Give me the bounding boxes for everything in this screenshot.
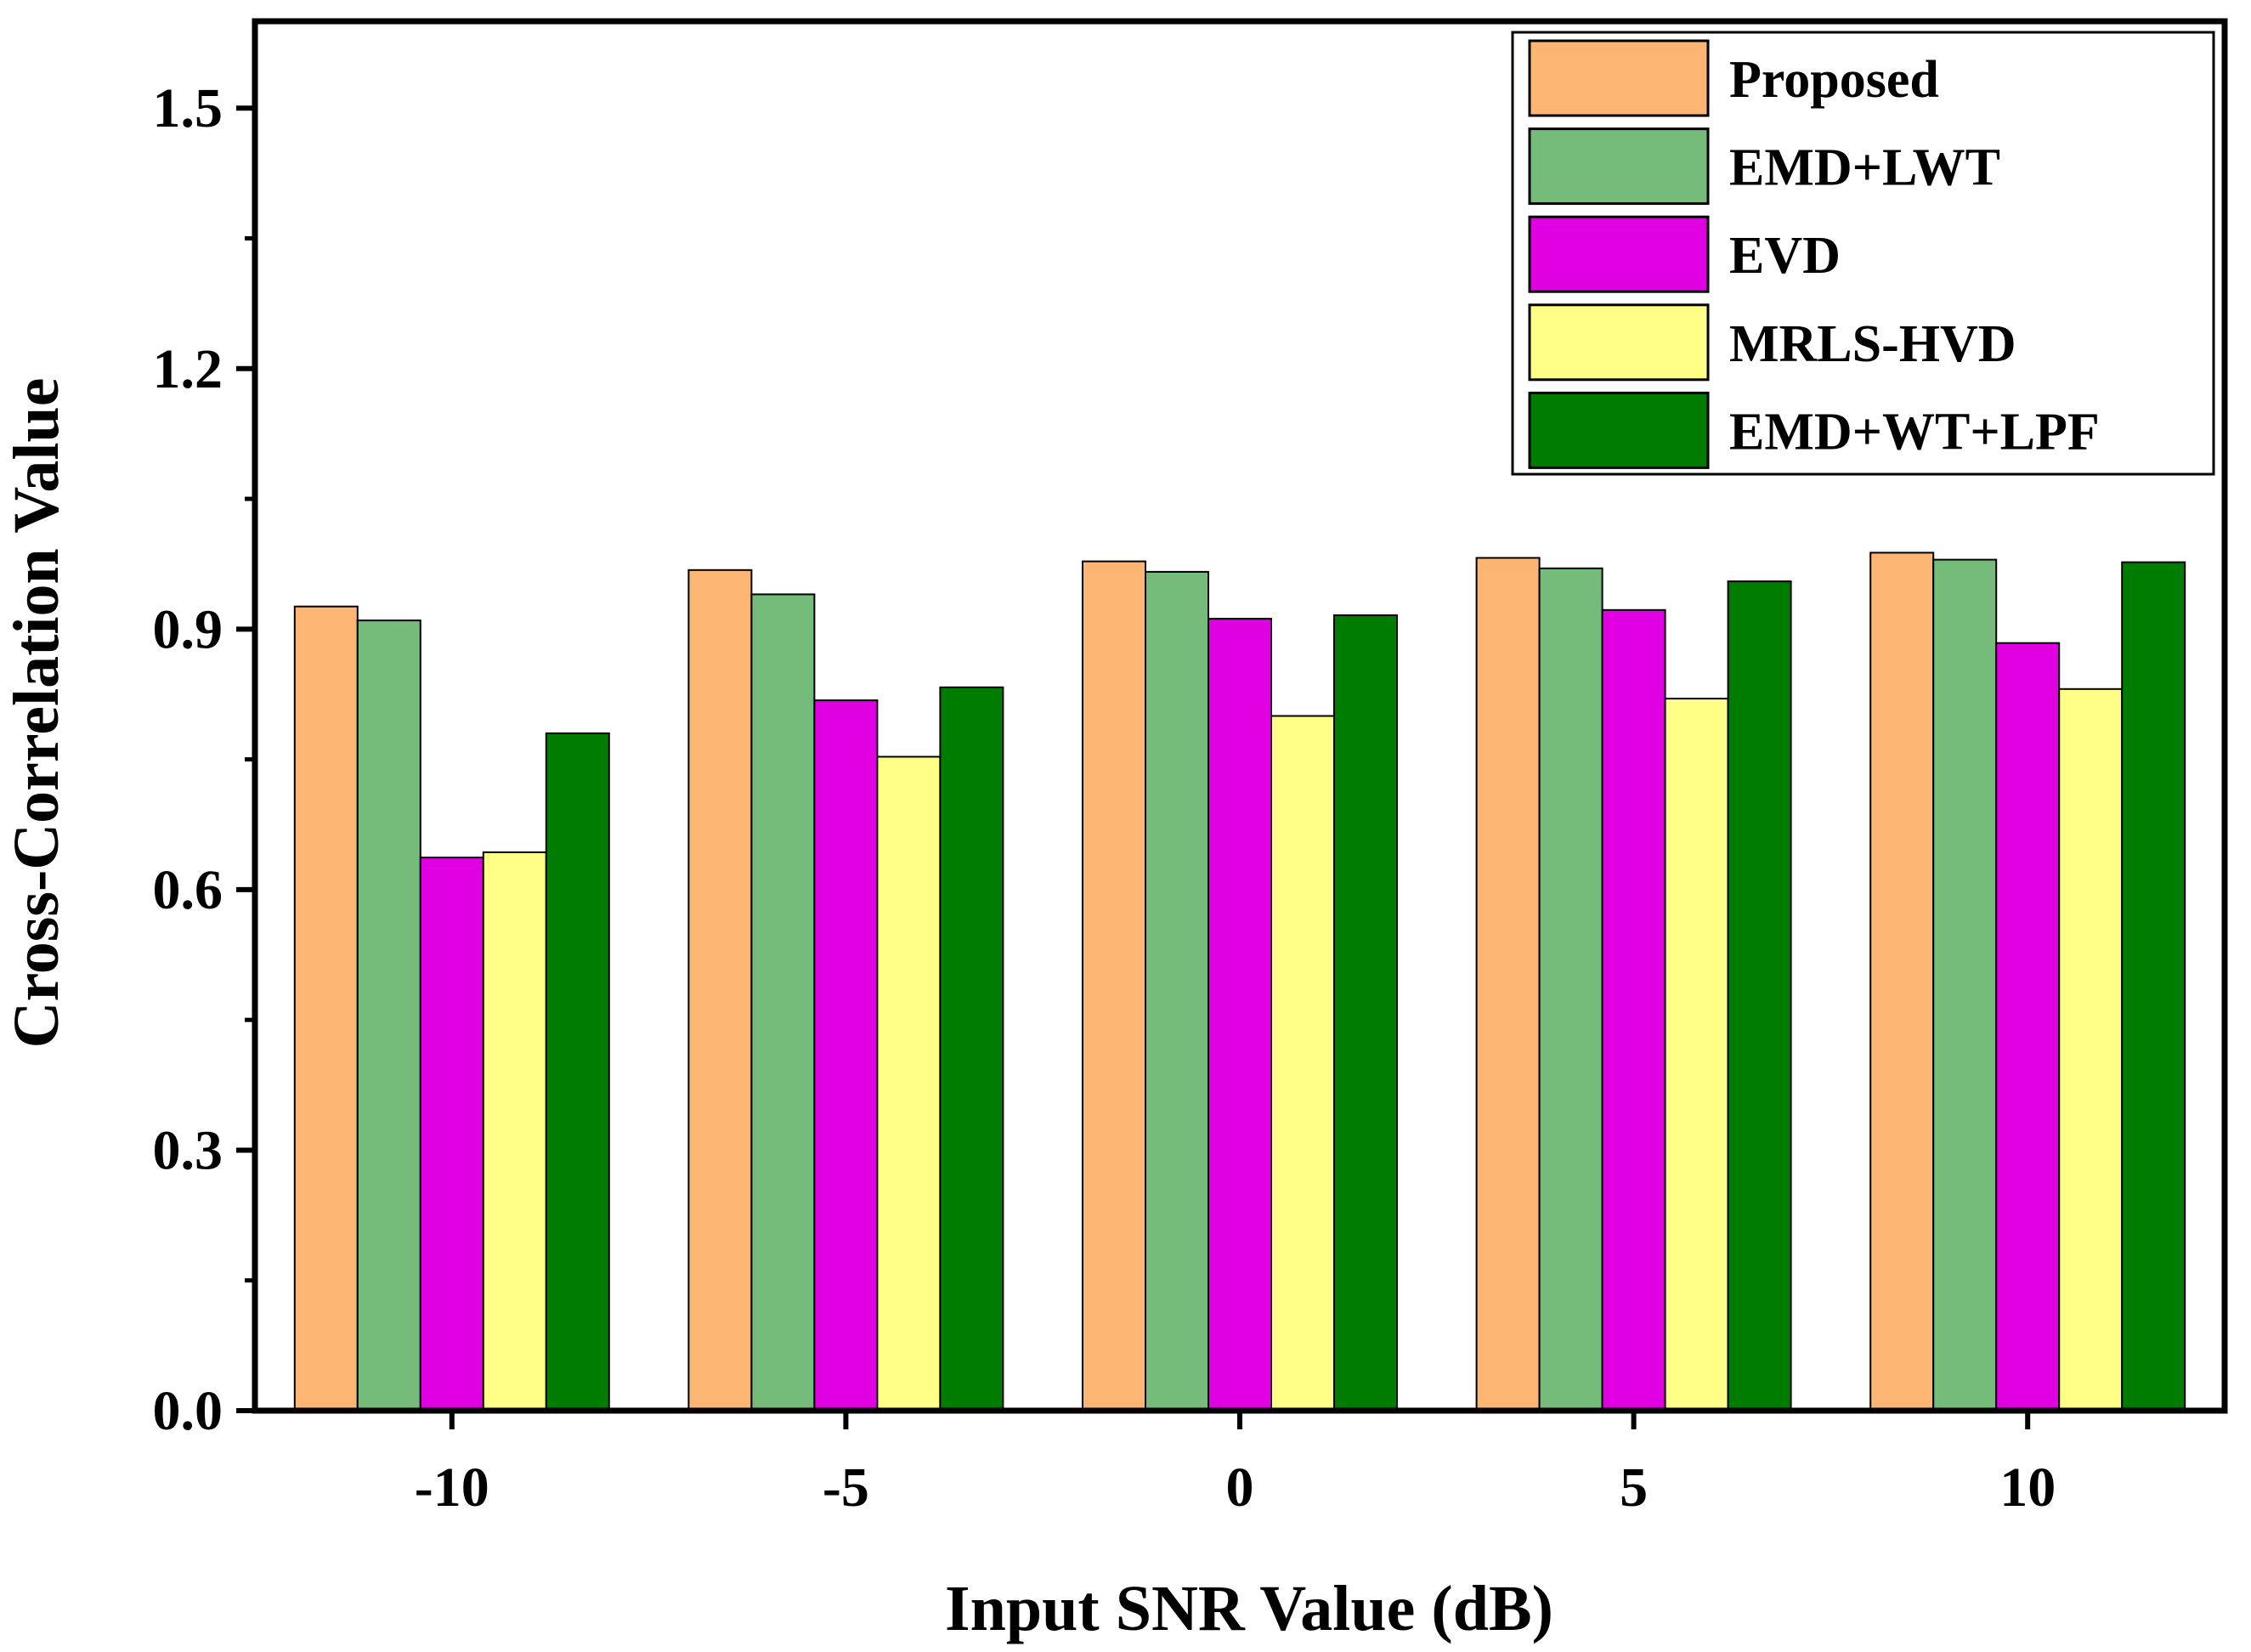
y-tick-label: 0.0 bbox=[153, 1380, 223, 1442]
bar bbox=[687, 569, 753, 1412]
y-tick-label: 1.5 bbox=[153, 77, 223, 139]
legend-swatch bbox=[1528, 303, 1710, 382]
bar bbox=[1727, 580, 1792, 1412]
bar bbox=[2058, 687, 2124, 1412]
bar bbox=[1270, 715, 1335, 1412]
y-tick-label: 1.2 bbox=[153, 338, 223, 400]
bar bbox=[2121, 561, 2186, 1412]
bar bbox=[482, 851, 547, 1412]
x-tick-label: 0 bbox=[1226, 1457, 1254, 1519]
legend-swatch bbox=[1528, 215, 1710, 293]
legend-label: Proposed bbox=[1729, 51, 1939, 109]
bar bbox=[1082, 560, 1146, 1412]
y-tick-label: 0.3 bbox=[153, 1119, 223, 1181]
legend-swatch bbox=[1528, 39, 1710, 117]
x-tick-label: -10 bbox=[415, 1457, 489, 1519]
y-tick-label: 0.6 bbox=[153, 859, 223, 921]
bar bbox=[1869, 552, 1935, 1412]
legend-label: MRLS-HVD bbox=[1729, 315, 2016, 373]
bar bbox=[1475, 557, 1541, 1412]
bar bbox=[356, 620, 421, 1412]
bar bbox=[545, 732, 610, 1412]
bar bbox=[1145, 570, 1209, 1412]
bar bbox=[939, 686, 1004, 1412]
y-axis-label: Cross-Correlation Value bbox=[1, 378, 72, 1049]
x-tick-label: 10 bbox=[1999, 1457, 2056, 1519]
x-tick-label: -5 bbox=[823, 1457, 869, 1519]
legend-swatch bbox=[1528, 127, 1710, 206]
bar bbox=[293, 605, 359, 1412]
bar bbox=[1601, 608, 1666, 1412]
bar bbox=[419, 857, 484, 1412]
bar bbox=[1995, 642, 2061, 1412]
x-axis-label: Input SNR Value (dB) bbox=[945, 1573, 1553, 1644]
legend-label: EMD+WT+LPF bbox=[1729, 403, 2100, 461]
bar bbox=[1664, 698, 1729, 1412]
y-tick-label: 0.9 bbox=[153, 598, 223, 660]
x-tick-label: 5 bbox=[1620, 1457, 1648, 1519]
bar bbox=[1333, 614, 1398, 1412]
bar bbox=[813, 699, 879, 1412]
legend-label: EMD+LWT bbox=[1729, 139, 2000, 197]
bar bbox=[1932, 558, 1998, 1412]
bar bbox=[876, 755, 942, 1412]
legend-label: EVD bbox=[1729, 227, 1841, 285]
bar bbox=[750, 593, 816, 1412]
bar bbox=[1538, 567, 1603, 1412]
bar bbox=[1208, 618, 1272, 1412]
legend-swatch bbox=[1528, 391, 1710, 469]
